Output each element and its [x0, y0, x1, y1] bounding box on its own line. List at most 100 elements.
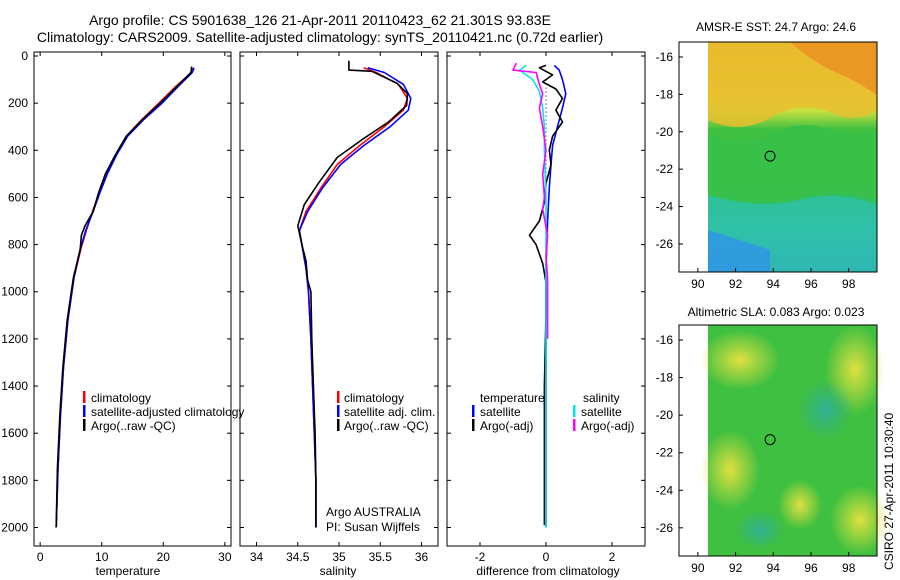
map-x-tick-label: 98	[842, 277, 856, 291]
legend-item: Argo(..raw -QC)	[344, 419, 429, 433]
sla-high-patch	[700, 330, 780, 390]
series-line-magenta	[512, 62, 549, 339]
map-x-tick-label: 94	[767, 277, 781, 291]
legend-item: satellite	[581, 405, 622, 419]
argo-annotation-2: PI: Susan Wijffels	[326, 520, 420, 534]
sst-map-title: AMSR-E SST: 24.7 Argo: 24.6	[696, 20, 856, 34]
temperature-legend: climatology satellite-adjusted climatolo…	[83, 391, 244, 433]
map-y-tick-label: -20	[656, 408, 674, 422]
legend-item: Argo(-adj)	[581, 419, 634, 433]
map-y-tick-label: -16	[656, 50, 674, 64]
title-line-1: Argo profile: CS 5901638_126 21-Apr-2011…	[89, 12, 551, 28]
series-line-black	[296, 60, 409, 528]
legend-item: climatology	[344, 391, 404, 405]
x-tick-label: 34	[250, 550, 264, 564]
map-y-tick-label: -24	[656, 200, 674, 214]
series-line-red	[55, 67, 194, 528]
map-x-tick-label: 92	[729, 277, 743, 291]
salinity-panel-frame	[239, 51, 439, 547]
title-line-2: Climatology: CARS2009. Satellite-adjuste…	[36, 29, 604, 45]
legend-header-temperature: temperature	[480, 391, 545, 405]
legend-swatch-black	[472, 419, 475, 431]
depth-tick-label: 0	[21, 49, 28, 63]
sst-map-axes: 90 92 94 96 98 -16 -18 -20 -22 -24 -26	[656, 50, 856, 291]
map-x-tick-label: 96	[804, 561, 818, 575]
map-y-tick-label: -22	[656, 162, 674, 176]
x-tick-label: 10	[95, 550, 109, 564]
x-tick-label: 20	[157, 550, 171, 564]
depth-tick-label: 400	[8, 143, 28, 157]
sla-low-patch	[797, 380, 853, 440]
temperature-xlabel: temperature	[96, 564, 161, 578]
temperature-panel-frame	[33, 51, 232, 547]
salinity-panel: 34 34.5 35 35.5 36	[240, 52, 438, 564]
legend-item: Argo(..raw -QC)	[91, 419, 176, 433]
x-tick-label: 36	[415, 550, 429, 564]
depth-tick-label: 600	[8, 190, 28, 204]
sst-cold-patch	[708, 230, 770, 272]
sst-hot-patch	[790, 42, 877, 95]
map-y-tick-label: -18	[656, 87, 674, 101]
sla-map-frame	[678, 324, 878, 557]
sst-map-frame	[678, 41, 878, 273]
map-y-tick-label: -26	[656, 521, 674, 535]
legend-item: satellite adj. clim.	[344, 405, 435, 419]
argo-location-marker	[764, 150, 776, 162]
x-tick-label: 30	[218, 550, 232, 564]
sla-high-patch	[700, 430, 760, 510]
legend-swatch-blue	[472, 405, 475, 417]
difference-legend: temperature satellite Argo(-adj) salinit…	[472, 391, 634, 433]
map-x-tick-label: 98	[842, 561, 856, 575]
x-tick-label: -2	[475, 550, 486, 564]
legend-swatch-blue	[83, 405, 86, 417]
sla-map-title: Altimetric SLA: 0.083 Argo: 0.023	[688, 305, 865, 319]
argo-location-marker	[764, 434, 776, 446]
salinity-legend: climatology satellite adj. clim. Argo(..…	[326, 391, 435, 534]
map-x-tick-label: 94	[767, 561, 781, 575]
legend-swatch-blue	[337, 405, 340, 417]
map-y-tick-label: -26	[656, 237, 674, 251]
sla-high-patch	[830, 485, 890, 555]
temperature-panel: 0 10 20 30	[34, 52, 232, 564]
difference-xlabel: difference from climatology	[476, 564, 619, 578]
series-line-cyan	[518, 64, 547, 528]
map-y-tick-label: -16	[656, 333, 674, 347]
legend-swatch-black	[337, 419, 340, 431]
sla-map	[678, 324, 890, 557]
sla-high-patch	[778, 480, 822, 530]
depth-tick-label: 800	[8, 238, 28, 252]
sla-low-patch	[735, 510, 785, 550]
difference-panel: -2 0 2	[447, 52, 645, 564]
argo-annotation-1: Argo AUSTRALIA	[326, 505, 421, 519]
x-tick-label: 0	[37, 550, 44, 564]
series-line-blue	[545, 64, 567, 528]
sst-green-patch	[708, 125, 877, 203]
map-x-tick-label: 90	[691, 277, 705, 291]
x-tick-label: 35	[332, 550, 346, 564]
x-tick-label: 35.5	[369, 550, 393, 564]
salinity-xlabel: salinity	[320, 564, 357, 578]
x-tick-label: 2	[609, 550, 616, 564]
depth-tick-label: 1400	[1, 379, 28, 393]
depth-tick-label: 1800	[1, 473, 28, 487]
legend-item: Argo(-adj)	[480, 419, 533, 433]
x-tick-label: 34.5	[286, 550, 310, 564]
legend-item: satellite	[480, 405, 521, 419]
depth-tick-label: 200	[8, 96, 28, 110]
legend-item: satellite-adjusted climatology	[91, 405, 244, 419]
map-y-tick-label: -20	[656, 125, 674, 139]
depth-axis: 0 200 400 600 800 1000 1200 1400 1600 1800 2000	[1, 49, 28, 534]
depth-tick-label: 2000	[1, 520, 28, 534]
figure-title: Argo profile: CS 5901638_126 21-Apr-2011…	[0, 12, 640, 46]
map-y-tick-label: -18	[656, 371, 674, 385]
sla-map-axes: 90 92 94 96 98 -16 -18 -20 -22 -24 -26	[656, 333, 856, 575]
x-tick-label: 0	[543, 550, 550, 564]
legend-header-salinity: salinity	[583, 391, 620, 405]
map-x-tick-label: 96	[804, 277, 818, 291]
legend-swatch-black	[83, 419, 86, 431]
series-line-black	[55, 66, 193, 528]
map-y-tick-label: -24	[656, 483, 674, 497]
side-timestamp-label: CSIRO 27-Apr-2011 10:30:40	[882, 412, 896, 570]
map-x-tick-label: 92	[729, 561, 743, 575]
